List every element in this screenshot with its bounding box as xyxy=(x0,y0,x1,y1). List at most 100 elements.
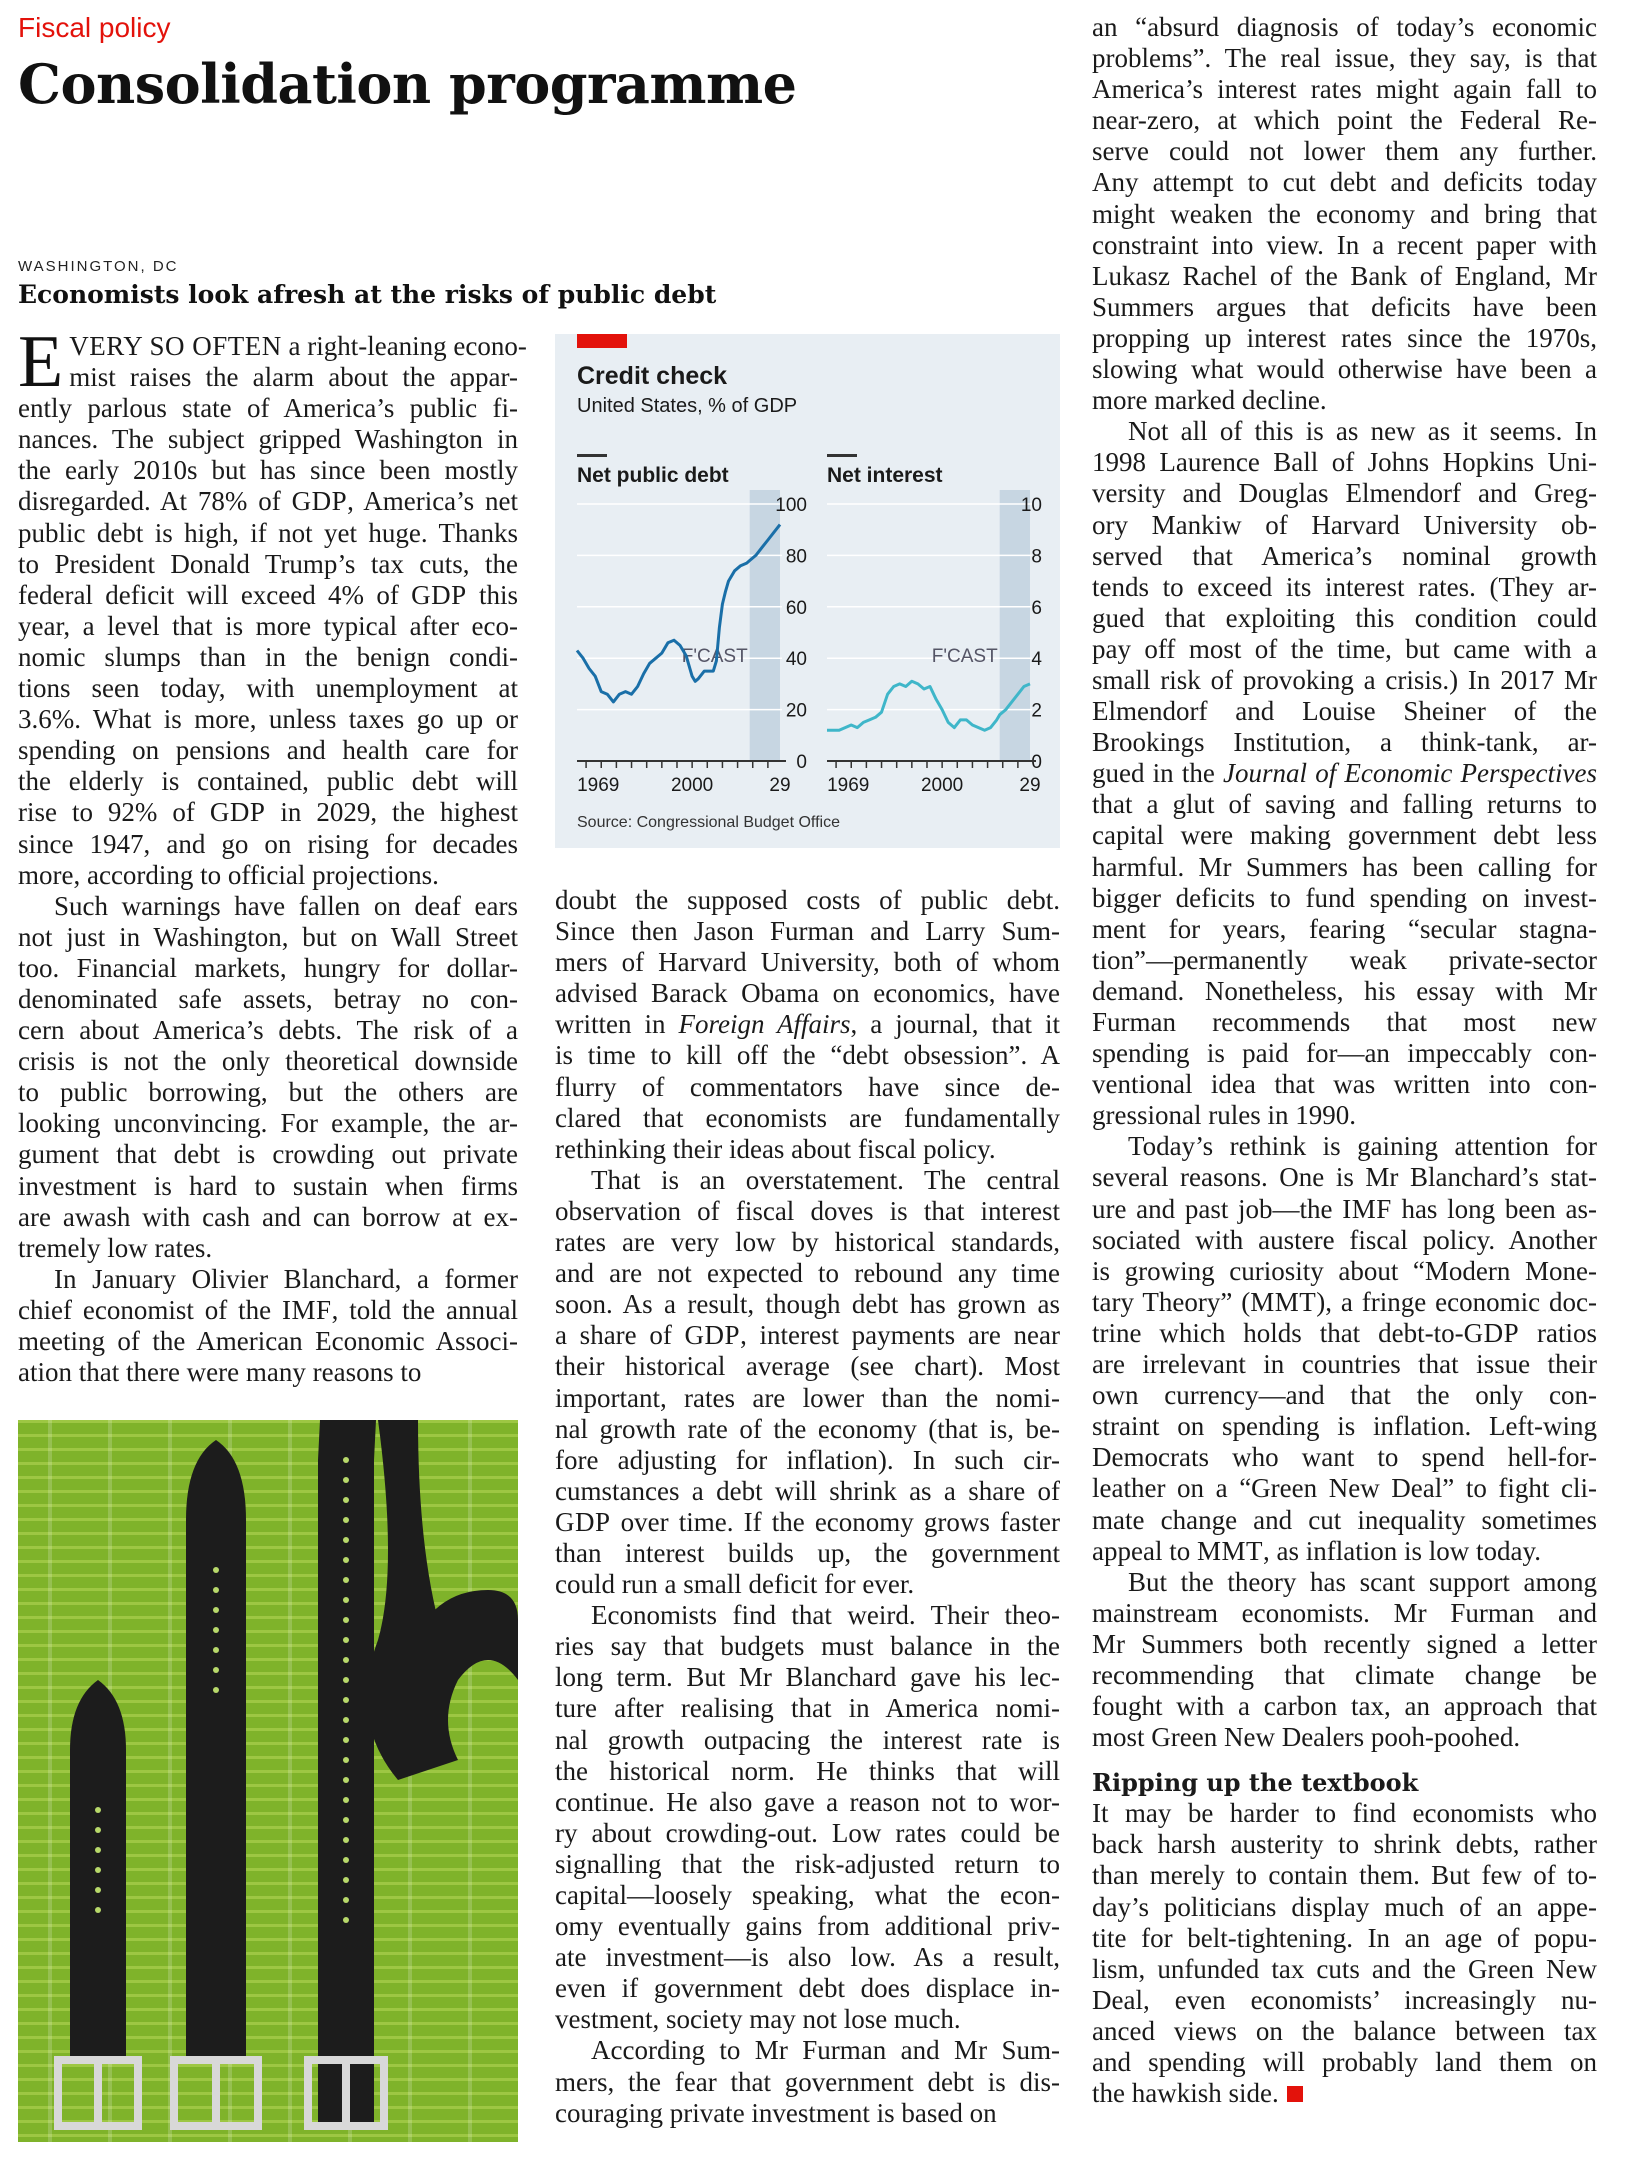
y-tick-label: 0 xyxy=(1031,752,1042,773)
forecast-label: F'CAST xyxy=(682,646,748,667)
text-line: day’s politicians display much of an app… xyxy=(1092,1891,1597,1922)
x-tick-label: 2000 xyxy=(921,775,963,796)
text-line: served that America’s nominal growth xyxy=(1092,540,1597,571)
rubric: Economists look afresh at the risks of p… xyxy=(18,280,717,309)
text-line: harmful. Mr Summers has been calling for xyxy=(1092,851,1597,882)
text-line: fought with a carbon tax, an approach th… xyxy=(1092,1691,1597,1722)
text-line: But the theory has scant support among xyxy=(1128,1566,1597,1597)
text-line: to President Donald Trump’s tax cuts, th… xyxy=(18,548,518,579)
text-line: flurry of commentators have since de- xyxy=(555,1071,1060,1102)
text-line: their historical average (see chart). Mo… xyxy=(555,1351,1060,1382)
section-label: Fiscal policy xyxy=(18,12,171,43)
text-line: small risk of provoking a crisis.) In 20… xyxy=(1092,664,1597,695)
text-line: cern about America’s debts. The risk of … xyxy=(18,1015,518,1046)
text-line: mist raises the alarm about the appar- xyxy=(69,362,518,393)
drop-cap: E xyxy=(18,321,64,403)
text-line: that a glut of saving and falling return… xyxy=(1092,789,1597,820)
text-line: lism, unfunded tax cuts and the Green Ne… xyxy=(1092,1953,1597,1984)
text-line: Not all of this is as new as it seems. I… xyxy=(1128,416,1597,447)
text-line: crisis is not the only theoretical downs… xyxy=(18,1046,518,1077)
text-line: public debt is high, if not yet huge. Th… xyxy=(18,517,518,548)
text-line: cumstances a debt will shrink as a share… xyxy=(555,1475,1060,1506)
text-line: That is an overstatement. The central xyxy=(591,1164,1060,1195)
text-line: meeting of the American Economic Associ- xyxy=(18,1326,518,1356)
chart-credit-check: Credit check United States, % of GDP Net… xyxy=(555,334,1060,848)
text-line: ventional idea that was written into con… xyxy=(1092,1069,1597,1100)
opening-smallcaps: VERY SO OFTEN xyxy=(69,331,282,361)
y-tick-label: 100 xyxy=(775,495,807,516)
text-line: clared that economists are fundamentally xyxy=(555,1102,1060,1133)
text-line: near-zero, at which point the Federal Re… xyxy=(1092,105,1597,136)
text-line: looking unconvincing. For example, the a… xyxy=(18,1108,518,1139)
text-line: and spending will probably land them on xyxy=(1092,2047,1597,2077)
belt-long xyxy=(304,1420,518,2130)
x-tick-label: 1969 xyxy=(827,775,869,796)
text-line: is time to kill off the “debt obsession”… xyxy=(555,1040,1060,1071)
text-line: fore adjusting for inflation). In such c… xyxy=(555,1444,1060,1475)
text-line: Elmendorf and Louise Sheiner of the xyxy=(1092,696,1597,727)
text-line: tions seen today, with unemployment at xyxy=(18,673,518,704)
text-line: Deal, even economists’ increasingly nu- xyxy=(1092,1984,1597,2015)
text-line: and are not expected to rebound any time xyxy=(555,1258,1060,1289)
x-tick-label: 1969 xyxy=(577,775,619,796)
text-line: ory Mankiw of Harvard University ob- xyxy=(1092,509,1597,540)
text-line: mers, the fear that government debt is d… xyxy=(555,2066,1060,2097)
text-line: ation that there were many reasons to xyxy=(18,1357,422,1388)
text-line: the elderly is contained, public debt wi… xyxy=(18,766,518,797)
text-line: ries say that budgets must balance in th… xyxy=(555,1631,1060,1662)
x-tick-label: 29 xyxy=(769,775,790,796)
text-line: since 1947, and go on rising for decades xyxy=(18,828,518,859)
text-line: Summers argues that deficits have been xyxy=(1092,291,1597,322)
text-line: Brookings Institution, a think-tank, ar- xyxy=(1092,727,1597,758)
text-line: not just in Washington, but on Wall Stre… xyxy=(18,921,518,952)
text-line: mate change and cut inequality sometimes xyxy=(1092,1504,1597,1535)
panel-label-debt: Net public debt xyxy=(577,454,729,487)
text-line: gued that exploiting this condition coul… xyxy=(1092,602,1597,633)
text-line: recommending that climate change be xyxy=(1092,1659,1597,1690)
text-line: Lukasz Rachel of the Bank of England, Mr xyxy=(1092,260,1597,291)
text-line: a share of GDP, interest payments are ne… xyxy=(555,1320,1060,1351)
text-line: propping up interest rates since the 197… xyxy=(1092,322,1597,353)
text-line: trine which holds that debt-to-GDP ratio… xyxy=(1092,1317,1597,1348)
text-line: pay off most of the time, but came with … xyxy=(1092,633,1597,664)
text-line: tite for belt-tightening. In an age of p… xyxy=(1092,1922,1597,1953)
text-line: rethinking their ideas about fiscal poli… xyxy=(555,1133,996,1164)
text-line: omy eventually gains from additional pri… xyxy=(555,1911,1060,1942)
text-line: vestment, society may not lose much. xyxy=(555,2004,961,2035)
text-line: constraint into view. In a recent paper … xyxy=(1092,229,1597,260)
text-line: serve could not lower them any further. xyxy=(1092,136,1597,167)
text-line: long term. But Mr Blanchard gave his lec… xyxy=(555,1662,1060,1693)
text-line: disregarded. At 78% of GDP, America’s ne… xyxy=(18,486,519,517)
text-line: rates are very low by historical standar… xyxy=(555,1227,1060,1258)
text-line: ry about crowding-out. Low rates could b… xyxy=(555,1817,1060,1848)
text-line: soon. As a result, though debt has grown… xyxy=(555,1289,1060,1320)
text-line: chief economist of the IMF, told the ann… xyxy=(18,1294,518,1325)
text-line: tremely low rates. xyxy=(18,1232,213,1263)
y-tick-label: 80 xyxy=(786,546,807,567)
subhead-ripping: Ripping up the textbook xyxy=(1092,1768,1419,1798)
text-line: several reasons. One is Mr Blanchard’s s… xyxy=(1092,1162,1597,1193)
text-line: America’s interest rates might again fal… xyxy=(1092,74,1597,105)
text-line: Any attempt to cut debt and deficits tod… xyxy=(1092,167,1597,198)
belts-illustration xyxy=(18,1420,518,2142)
text-line: versity and Douglas Elmendorf and Greg- xyxy=(1092,478,1597,509)
text-line: nal growth outpacing the interest rate i… xyxy=(555,1724,1060,1755)
belt-medium xyxy=(170,1440,262,2130)
text-line: continue. He also gave a reason not to w… xyxy=(555,1786,1060,1817)
chart-red-tag xyxy=(577,334,627,348)
text-line: straint on spending is inflation. Left-w… xyxy=(1092,1411,1597,1442)
text-line: Such warnings have fallen on deaf ears xyxy=(54,890,518,921)
chart-source: Source: Congressional Budget Office xyxy=(577,814,840,831)
text-line: federal deficit will exceed 4% of GDP th… xyxy=(18,579,518,610)
text-line: an “absurd diagnosis of today’s economic xyxy=(1092,12,1597,42)
text-line: tion”—permanently weak private-sector xyxy=(1092,944,1597,975)
forecast-band xyxy=(749,490,780,761)
text-line: GDP over time. If the economy grows fast… xyxy=(555,1506,1060,1537)
column-1: E VERY SO OFTEN a right-leaning econo-mis… xyxy=(18,321,527,1388)
text-line: ture after realising that in America nom… xyxy=(555,1693,1060,1724)
text-line: too. Financial markets, hungry for dolla… xyxy=(18,952,518,983)
text-line: Mr Summers both recently signed a letter xyxy=(1092,1628,1597,1659)
text-line: gued in the Journal of Economic Perspect… xyxy=(1092,758,1597,789)
text-line: appeal to MMT, as inflation is low today… xyxy=(1092,1535,1541,1566)
text-line: ure and past job—the IMF has long been a… xyxy=(1092,1193,1597,1224)
